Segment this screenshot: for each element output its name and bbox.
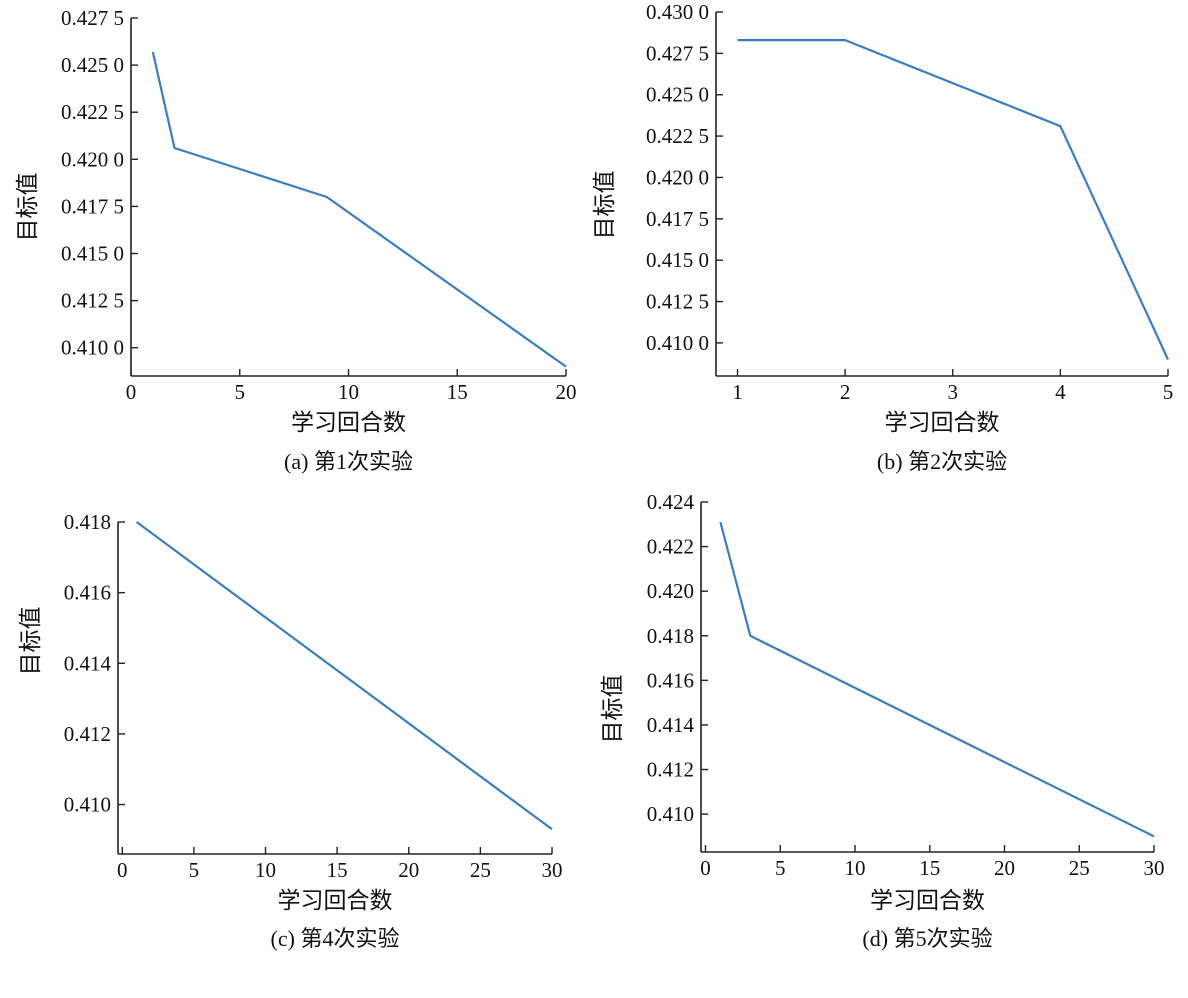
chart-b-caption: (b) 第2次实验 (877, 449, 1007, 474)
chart-a-caption: (a) 第1次实验 (284, 449, 413, 474)
chart-a-y-tick-label: 0.420 0 (61, 147, 124, 171)
chart-a-y-tick-label: 0.410 0 (61, 336, 124, 360)
chart-b-y-tick-label: 0.415 0 (646, 248, 709, 272)
chart-d-series-line (719, 521, 1155, 838)
chart-a-x-tick-label: 0 (126, 380, 137, 404)
chart-b-x-tick-label: 2 (840, 380, 851, 404)
chart-c-x-tick-label: 20 (398, 858, 419, 882)
chart-d-x-axis-label: 学习回合数 (870, 888, 985, 913)
chart-c-y-tick-label: 0.414 (64, 651, 112, 675)
chart-d-y-tick-label: 0.410 (647, 802, 694, 826)
chart-a-x-tick-label: 5 (235, 380, 246, 404)
chart-b-y-tick-label: 0.417 5 (646, 207, 709, 231)
chart-a-x-tick-label: 20 (556, 380, 577, 404)
chart-a-x-tick-label: 15 (447, 380, 468, 404)
chart-d-y-tick-label: 0.424 (647, 490, 695, 514)
chart-c-y-axis-label: 目标值 (18, 607, 43, 676)
chart-b-y-tick-label: 0.422 5 (646, 124, 709, 148)
chart-d-y-tick-label: 0.418 (647, 624, 694, 648)
chart-b-series-line (737, 38, 1169, 360)
chart-d-y-tick-label: 0.414 (647, 713, 695, 737)
chart-c-y-tick-label: 0.412 (64, 722, 111, 746)
chart-b-y-tick-label: 0.427 5 (646, 41, 709, 65)
chart-d-y-tick-label: 0.416 (647, 668, 694, 692)
chart-d-x-tick-label: 5 (775, 856, 786, 880)
chart-d-caption: (d) 第5次实验 (862, 926, 992, 951)
chart-c-x-tick-label: 15 (327, 858, 348, 882)
chart-c-x-axis-label: 学习回合数 (278, 888, 393, 913)
chart-a-y-tick-label: 0.422 5 (61, 100, 124, 124)
chart-d-x-tick-label: 30 (1144, 856, 1165, 880)
chart-a-y-tick-label: 0.415 0 (61, 242, 124, 266)
chart-d-y-tick-label: 0.420 (647, 579, 694, 603)
chart-a-x-tick-label: 10 (338, 380, 359, 404)
chart-a-series-line (151, 51, 567, 368)
chart-b-y-tick-label: 0.425 0 (646, 83, 709, 107)
chart-c-y-tick-label: 0.418 (64, 510, 111, 534)
chart-b-x-tick-label: 4 (1055, 380, 1066, 404)
chart-c-x-tick-label: 0 (117, 858, 128, 882)
chart-c-x-tick-label: 10 (255, 858, 276, 882)
chart-b-x-tick-label: 1 (732, 380, 743, 404)
chart-c-series-line (135, 521, 553, 831)
chart-b-y-tick-label: 0.412 5 (646, 290, 709, 314)
chart-c-caption: (c) 第4次实验 (271, 926, 400, 951)
chart-b-y-tick-label: 0.430 0 (646, 0, 709, 24)
chart-d-x-tick-label: 25 (1069, 856, 1090, 880)
chart-a-x-axis-label: 学习回合数 (291, 410, 406, 435)
chart-c-x-tick-label: 30 (542, 858, 563, 882)
chart-b-y-tick-label: 0.410 0 (646, 331, 709, 355)
chart-a-y-tick-label: 0.425 0 (61, 53, 124, 77)
chart-c-y-tick-label: 0.410 (64, 793, 111, 817)
chart-b-x-axis-label: 学习回合数 (885, 410, 1000, 435)
chart-c-x-tick-label: 25 (470, 858, 491, 882)
chart-a-y-tick-label: 0.427 5 (61, 6, 124, 30)
chart-d-x-tick-label: 10 (844, 856, 865, 880)
chart-d-y-axis-label: 目标值 (600, 675, 625, 744)
chart-d-y-tick-label: 0.422 (647, 535, 694, 559)
chart-c-y-tick-label: 0.416 (64, 581, 111, 605)
chart-a-y-tick-label: 0.417 5 (61, 194, 124, 218)
chart-b-x-tick-label: 3 (948, 380, 959, 404)
chart-d-x-tick-label: 0 (700, 856, 711, 880)
chart-a-y-tick-label: 0.412 5 (61, 289, 124, 313)
chart-d-x-tick-label: 15 (919, 856, 940, 880)
chart-d-y-tick-label: 0.412 (647, 758, 694, 782)
chart-b-y-axis-label: 目标值 (592, 171, 617, 240)
chart-b-y-tick-label: 0.420 0 (646, 165, 709, 189)
chart-d-x-tick-label: 20 (994, 856, 1015, 880)
chart-a-y-axis-label: 目标值 (15, 173, 40, 242)
chart-c-x-tick-label: 5 (189, 858, 200, 882)
chart-b-x-tick-label: 5 (1163, 380, 1174, 404)
